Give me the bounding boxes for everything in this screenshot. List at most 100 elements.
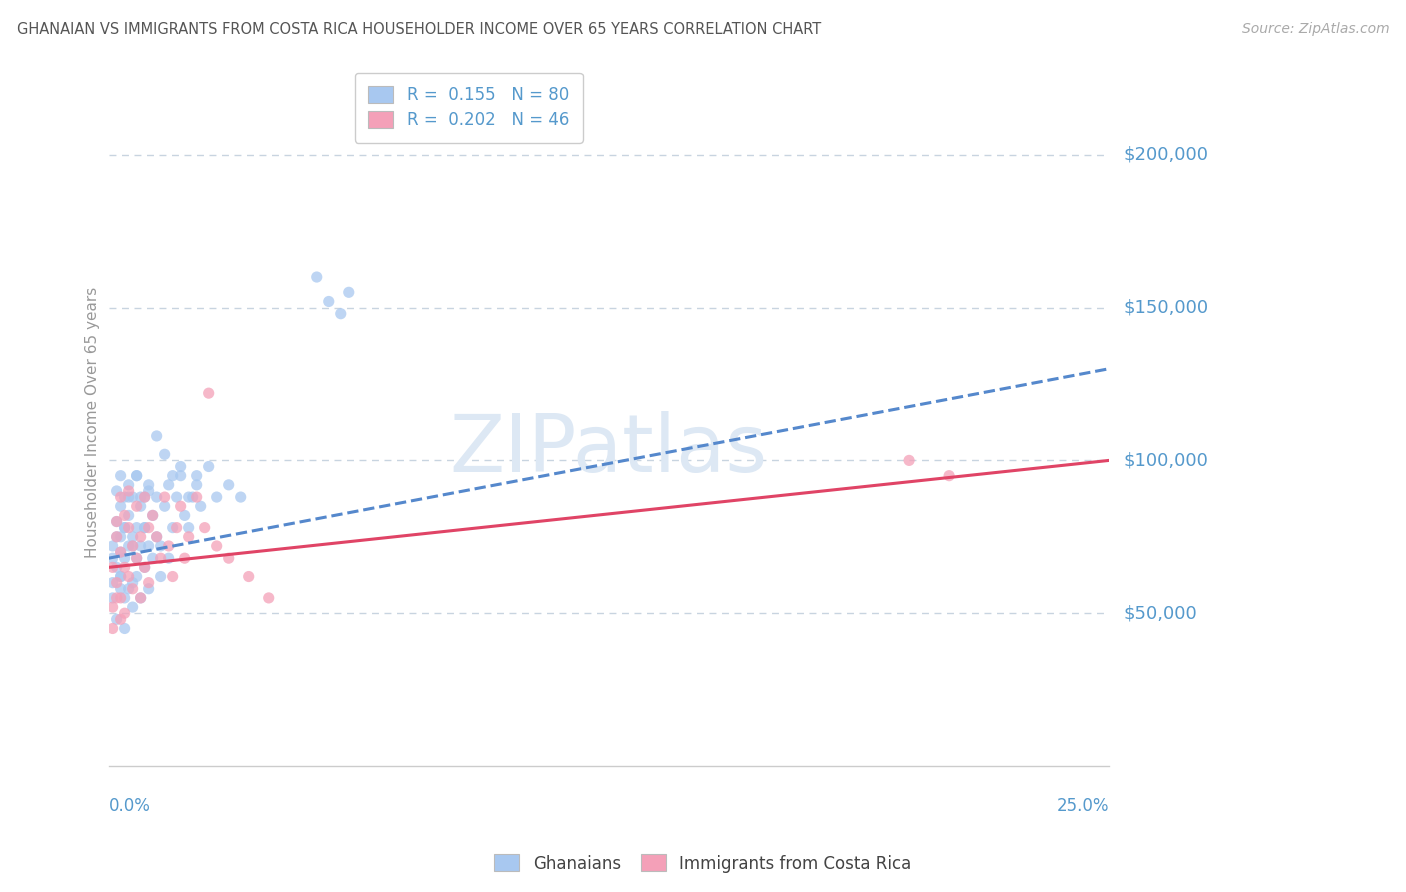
Point xyxy=(110,591,132,605)
Point xyxy=(173,508,195,523)
Point xyxy=(194,521,217,535)
Point xyxy=(117,582,139,596)
Point xyxy=(101,575,124,590)
Text: $50,000: $50,000 xyxy=(1123,604,1197,623)
Point xyxy=(121,575,143,590)
Point xyxy=(125,500,148,514)
Point xyxy=(153,500,176,514)
Point xyxy=(938,468,960,483)
Text: ZIPatlas: ZIPatlas xyxy=(450,410,768,489)
Point xyxy=(105,515,128,529)
Point xyxy=(205,539,228,553)
Point xyxy=(105,560,128,574)
Point xyxy=(149,569,172,583)
Point xyxy=(101,600,124,615)
Point xyxy=(145,429,167,443)
Point xyxy=(114,606,136,620)
Y-axis label: Householder Income Over 65 years: Householder Income Over 65 years xyxy=(86,286,100,558)
Point xyxy=(337,285,360,300)
Point xyxy=(101,591,124,605)
Point xyxy=(117,521,139,535)
Point xyxy=(105,591,128,605)
Point xyxy=(257,591,280,605)
Point xyxy=(105,530,128,544)
Point xyxy=(121,582,143,596)
Point xyxy=(134,560,156,574)
Point xyxy=(110,569,132,583)
Point xyxy=(153,490,176,504)
Point xyxy=(138,575,160,590)
Legend: R =  0.155   N = 80, R =  0.202   N = 46: R = 0.155 N = 80, R = 0.202 N = 46 xyxy=(356,73,582,143)
Point xyxy=(197,386,219,401)
Point xyxy=(162,468,184,483)
Point xyxy=(129,490,152,504)
Point xyxy=(129,500,152,514)
Point xyxy=(117,490,139,504)
Point xyxy=(138,478,160,492)
Point xyxy=(105,483,128,498)
Point xyxy=(145,530,167,544)
Point xyxy=(110,569,132,583)
Point xyxy=(166,490,188,504)
Point xyxy=(125,551,148,566)
Point xyxy=(177,521,200,535)
Point xyxy=(145,490,167,504)
Point xyxy=(114,622,136,636)
Point xyxy=(190,500,212,514)
Point xyxy=(170,468,193,483)
Point xyxy=(110,545,132,559)
Point xyxy=(101,622,124,636)
Point xyxy=(121,530,143,544)
Point xyxy=(125,569,148,583)
Point xyxy=(197,459,219,474)
Point xyxy=(101,539,124,553)
Point xyxy=(121,539,143,553)
Point xyxy=(170,459,193,474)
Point xyxy=(110,500,132,514)
Point xyxy=(110,545,132,559)
Point xyxy=(218,551,240,566)
Point xyxy=(117,539,139,553)
Point xyxy=(134,490,156,504)
Point xyxy=(149,551,172,566)
Point xyxy=(177,490,200,504)
Point xyxy=(138,521,160,535)
Point xyxy=(114,508,136,523)
Point xyxy=(218,478,240,492)
Point xyxy=(110,530,132,544)
Point xyxy=(117,569,139,583)
Point xyxy=(186,478,208,492)
Point xyxy=(205,490,228,504)
Point xyxy=(153,447,176,461)
Point xyxy=(142,508,165,523)
Point xyxy=(318,294,340,309)
Point xyxy=(138,582,160,596)
Point xyxy=(166,521,188,535)
Point xyxy=(105,530,128,544)
Point xyxy=(121,600,143,615)
Point xyxy=(114,551,136,566)
Point xyxy=(114,521,136,535)
Point xyxy=(105,515,128,529)
Point xyxy=(157,478,180,492)
Point xyxy=(129,591,152,605)
Point xyxy=(129,591,152,605)
Point xyxy=(105,575,128,590)
Text: Source: ZipAtlas.com: Source: ZipAtlas.com xyxy=(1241,22,1389,37)
Point xyxy=(110,490,132,504)
Point xyxy=(142,551,165,566)
Point xyxy=(134,521,156,535)
Point xyxy=(117,478,139,492)
Text: 0.0%: 0.0% xyxy=(108,797,150,814)
Point xyxy=(101,560,124,574)
Point xyxy=(114,490,136,504)
Point xyxy=(149,539,172,553)
Point xyxy=(229,490,252,504)
Point xyxy=(142,508,165,523)
Point xyxy=(121,490,143,504)
Text: $200,000: $200,000 xyxy=(1123,145,1208,164)
Point xyxy=(181,490,204,504)
Point xyxy=(125,551,148,566)
Point xyxy=(125,468,148,483)
Point xyxy=(114,560,136,574)
